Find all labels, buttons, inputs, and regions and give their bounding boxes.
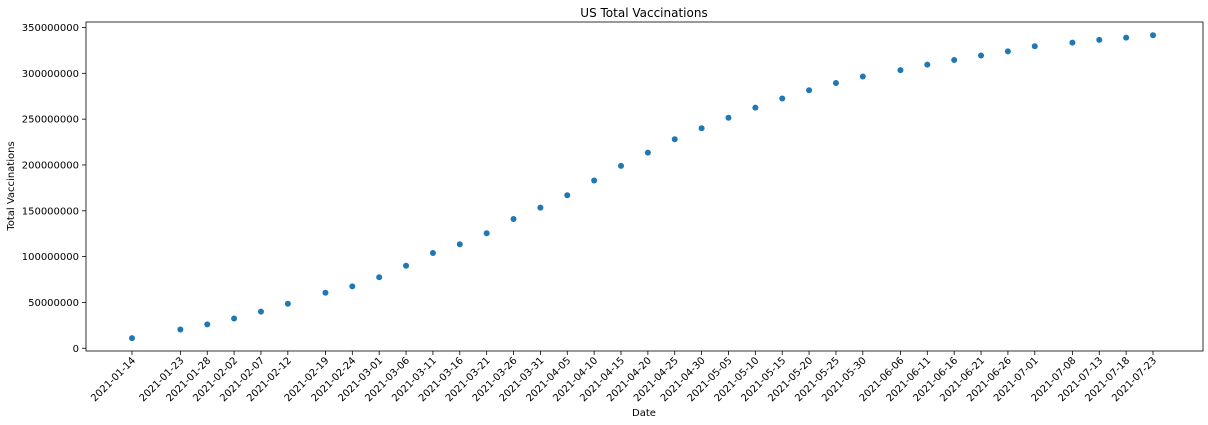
y-tick-label: 200000000 <box>22 160 79 171</box>
y-tick-label: 150000000 <box>22 206 79 217</box>
y-axis-label: Total Vaccinations <box>6 141 17 231</box>
data-point <box>456 241 463 248</box>
data-point <box>537 204 544 211</box>
data-point <box>752 104 759 111</box>
y-tick-label: 250000000 <box>22 115 79 126</box>
plot-frame <box>85 21 1204 352</box>
data-point <box>859 73 866 80</box>
data-point <box>671 136 678 143</box>
data-point <box>177 326 184 333</box>
data-point <box>1123 34 1130 41</box>
data-point <box>403 262 410 269</box>
data-point <box>129 335 135 342</box>
data-point <box>618 162 625 169</box>
data-point <box>257 308 264 315</box>
data-point <box>204 321 211 328</box>
data-point <box>924 61 931 68</box>
data-points <box>129 32 1156 342</box>
y-axis: 0 50000000 100000000 150000000 200000000 2500… <box>22 23 86 355</box>
y-tick-label: 300000000 <box>22 69 79 80</box>
y-tick-label: 50000000 <box>28 298 79 309</box>
data-point <box>510 216 517 223</box>
x-axis-label: Date <box>632 408 656 419</box>
y-tick-label: 0 <box>73 344 79 355</box>
data-point <box>483 230 490 237</box>
data-point <box>951 57 958 64</box>
data-point <box>322 289 329 296</box>
data-point <box>564 192 571 199</box>
x-axis: 2021-01-14 2021-01-232021-01-282021-02-02… <box>89 351 1159 404</box>
data-point <box>376 274 383 281</box>
data-point <box>284 300 291 307</box>
data-point <box>832 79 839 86</box>
data-point <box>698 125 705 132</box>
data-point <box>1150 32 1156 39</box>
y-tick-label: 350000000 <box>22 23 79 34</box>
data-point <box>1031 43 1038 50</box>
data-point <box>591 177 598 184</box>
data-point <box>231 315 238 322</box>
chart-title: US Total Vaccinations <box>580 6 707 20</box>
data-point <box>429 249 436 256</box>
data-point <box>779 95 786 102</box>
data-point <box>897 67 904 74</box>
x-tick-label: 2021-01-14 <box>89 355 138 404</box>
data-point <box>644 149 651 156</box>
data-point <box>1069 39 1076 46</box>
y-tick-label: 100000000 <box>22 252 79 263</box>
data-point <box>1096 36 1103 43</box>
data-point <box>725 114 732 121</box>
data-point <box>349 283 356 290</box>
data-point <box>806 87 813 94</box>
data-point <box>978 52 985 59</box>
data-point <box>1004 48 1011 55</box>
